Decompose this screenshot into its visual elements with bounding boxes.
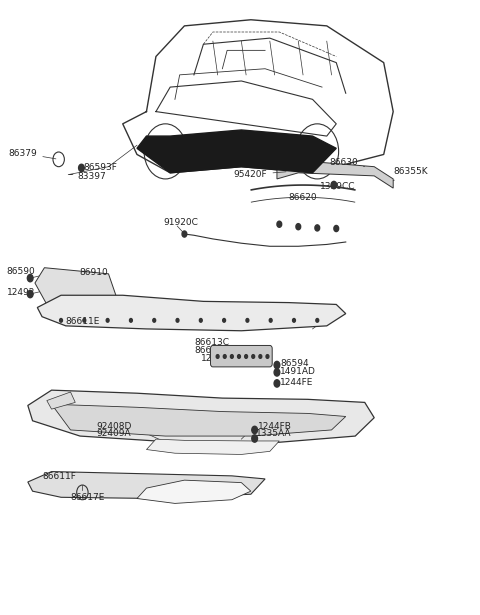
Polygon shape (28, 472, 265, 499)
Circle shape (130, 319, 132, 322)
Polygon shape (146, 439, 279, 454)
Text: 86611E: 86611E (66, 317, 100, 326)
Polygon shape (137, 130, 336, 173)
Text: 1491AD: 1491AD (280, 367, 316, 376)
Text: 86620: 86620 (289, 192, 317, 202)
Text: 1335AA: 1335AA (255, 429, 291, 438)
Text: 95420F: 95420F (234, 170, 286, 179)
Text: 86617E: 86617E (71, 493, 105, 502)
Circle shape (27, 274, 33, 282)
Circle shape (60, 319, 62, 322)
Text: 86614D: 86614D (194, 346, 229, 355)
Circle shape (266, 355, 269, 359)
Circle shape (334, 226, 338, 232)
Circle shape (27, 290, 33, 298)
Text: 86630: 86630 (329, 159, 365, 167)
Text: 86611F: 86611F (42, 472, 76, 481)
Circle shape (238, 355, 240, 359)
Text: 86355K: 86355K (393, 167, 428, 181)
Circle shape (153, 319, 156, 322)
Circle shape (230, 355, 233, 359)
Circle shape (245, 355, 248, 359)
Text: 1244FE: 1244FE (280, 378, 313, 387)
Text: 92409A: 92409A (96, 429, 131, 438)
Circle shape (296, 224, 300, 230)
Circle shape (223, 319, 226, 322)
Polygon shape (37, 295, 346, 331)
Circle shape (274, 379, 280, 387)
Polygon shape (28, 390, 374, 443)
Circle shape (252, 435, 257, 442)
Circle shape (83, 319, 86, 322)
Text: 1339CC: 1339CC (320, 181, 355, 191)
Circle shape (216, 355, 219, 359)
Text: 1244FB: 1244FB (258, 422, 292, 430)
Circle shape (259, 355, 262, 359)
Circle shape (274, 369, 280, 376)
FancyBboxPatch shape (211, 346, 272, 367)
Text: 86594: 86594 (280, 359, 309, 368)
Polygon shape (137, 480, 251, 504)
Circle shape (269, 319, 272, 322)
Circle shape (79, 164, 84, 172)
Circle shape (106, 319, 109, 322)
Circle shape (176, 319, 179, 322)
Circle shape (252, 355, 255, 359)
Circle shape (246, 319, 249, 322)
Circle shape (223, 355, 226, 359)
Circle shape (316, 319, 319, 322)
Polygon shape (35, 268, 118, 314)
Polygon shape (47, 392, 75, 409)
Circle shape (182, 231, 187, 237)
Circle shape (252, 426, 257, 434)
Text: 91920C: 91920C (163, 218, 198, 227)
Text: 83397: 83397 (78, 172, 107, 181)
Text: 86910: 86910 (79, 268, 108, 277)
Text: 1244KE: 1244KE (201, 354, 235, 363)
Text: 92408D: 92408D (96, 422, 132, 430)
Text: 86379: 86379 (9, 149, 56, 159)
Text: 86613C: 86613C (194, 338, 229, 347)
Circle shape (199, 319, 202, 322)
Circle shape (331, 181, 337, 189)
Polygon shape (51, 404, 346, 436)
Circle shape (274, 362, 280, 369)
Circle shape (277, 221, 282, 228)
Text: 12492: 12492 (6, 288, 35, 297)
Text: 86593F: 86593F (84, 164, 118, 172)
Circle shape (315, 225, 320, 231)
Text: 86590: 86590 (6, 267, 35, 276)
Polygon shape (277, 161, 393, 188)
Circle shape (292, 319, 295, 322)
